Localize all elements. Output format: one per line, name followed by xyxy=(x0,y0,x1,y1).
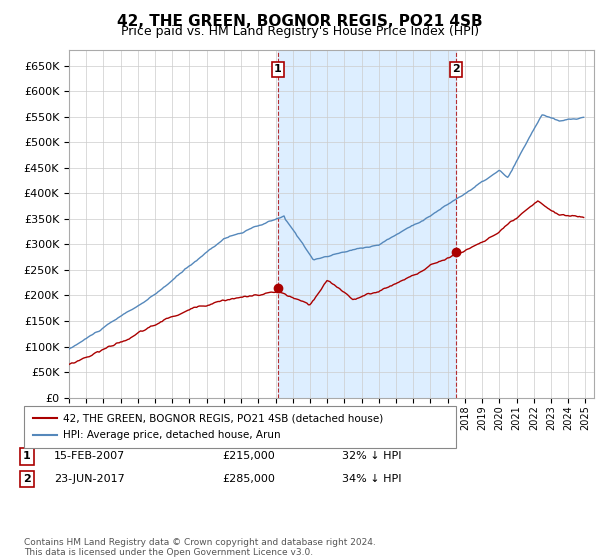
Text: HPI: Average price, detached house, Arun: HPI: Average price, detached house, Arun xyxy=(63,430,281,440)
Text: £285,000: £285,000 xyxy=(222,474,275,484)
Text: Price paid vs. HM Land Registry's House Price Index (HPI): Price paid vs. HM Land Registry's House … xyxy=(121,25,479,38)
Text: 42, THE GREEN, BOGNOR REGIS, PO21 4SB: 42, THE GREEN, BOGNOR REGIS, PO21 4SB xyxy=(117,14,483,29)
Text: 32% ↓ HPI: 32% ↓ HPI xyxy=(342,451,401,461)
Text: 1: 1 xyxy=(274,64,281,74)
Text: £215,000: £215,000 xyxy=(222,451,275,461)
Text: 15-FEB-2007: 15-FEB-2007 xyxy=(54,451,125,461)
Text: 23-JUN-2017: 23-JUN-2017 xyxy=(54,474,125,484)
Text: Contains HM Land Registry data © Crown copyright and database right 2024.
This d: Contains HM Land Registry data © Crown c… xyxy=(24,538,376,557)
Text: 2: 2 xyxy=(452,64,460,74)
Text: 34% ↓ HPI: 34% ↓ HPI xyxy=(342,474,401,484)
Text: 42, THE GREEN, BOGNOR REGIS, PO21 4SB (detached house): 42, THE GREEN, BOGNOR REGIS, PO21 4SB (d… xyxy=(63,413,383,423)
Text: 1: 1 xyxy=(23,451,31,461)
Bar xyxy=(278,50,456,398)
Text: 2: 2 xyxy=(23,474,31,484)
